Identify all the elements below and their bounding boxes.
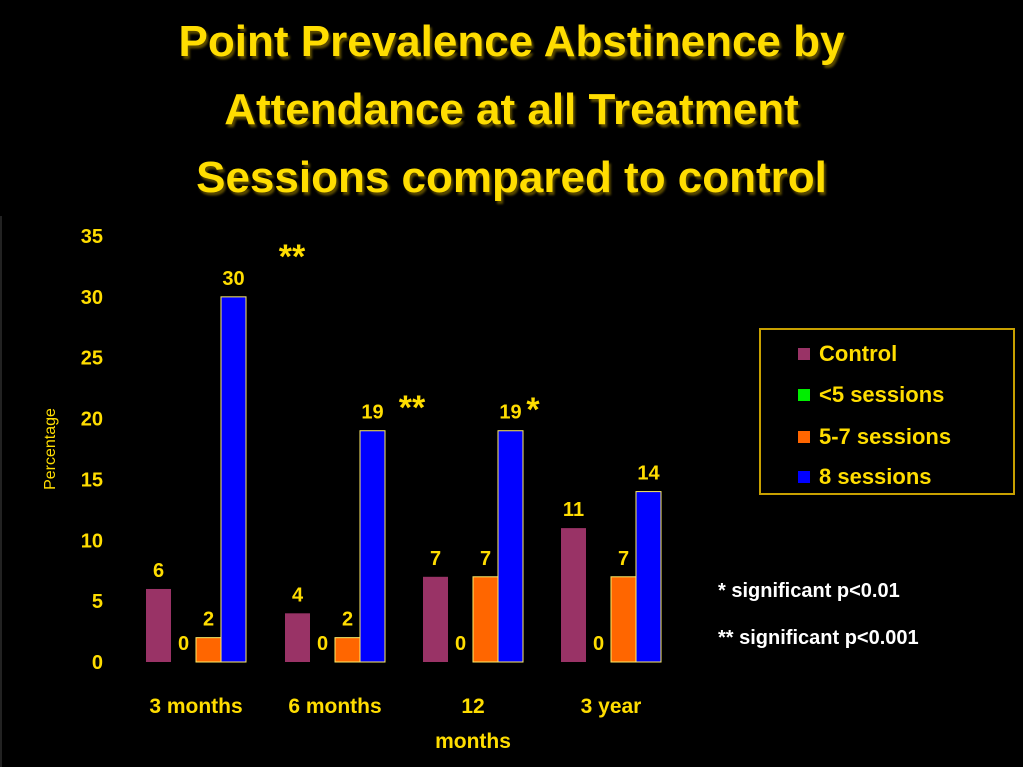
data-label: 0 (178, 633, 189, 655)
y-tick-label: 0 (92, 652, 103, 674)
y-tick-label: 35 (81, 226, 103, 248)
bar (423, 576, 448, 662)
legend-swatch-control (797, 347, 811, 361)
significance-marker: * (526, 391, 540, 429)
bar (497, 430, 524, 663)
x-category-label: 3 year (581, 695, 642, 718)
data-label: 0 (455, 633, 466, 655)
x-category-label: 12 (461, 695, 484, 718)
bar (220, 296, 247, 663)
legend-item: 8 sessions (797, 464, 932, 489)
data-label: 2 (203, 609, 214, 631)
legend-label: <5 sessions (819, 382, 945, 407)
data-label: 19 (499, 402, 521, 424)
data-label: 6 (153, 560, 164, 582)
bar (610, 576, 637, 663)
bar (195, 637, 222, 663)
data-label: 2 (342, 609, 353, 631)
significance-note: * significant p<0.01 (718, 580, 900, 602)
data-label: 0 (593, 633, 604, 655)
legend-label: 5-7 sessions (819, 424, 952, 449)
bar (472, 576, 499, 663)
data-label: 7 (618, 548, 629, 570)
chart-title-line: Attendance at all Treatment (224, 85, 799, 134)
data-label: 4 (292, 584, 304, 606)
bar (561, 528, 586, 662)
data-label: 0 (317, 633, 328, 655)
legend-item: 5-7 sessions (797, 424, 952, 449)
legend-swatch-5to7 (797, 430, 811, 444)
bar (146, 588, 171, 662)
significance-marker: ** (399, 389, 426, 427)
chart-title-line: Sessions compared to control (196, 153, 827, 202)
data-label: 14 (637, 463, 660, 485)
legend-label: Control (819, 341, 898, 366)
legend-label: 8 sessions (819, 464, 932, 489)
data-label: 30 (222, 268, 244, 290)
chart-title-line: Point Prevalence Abstinence by (178, 17, 845, 66)
y-tick-label: 5 (92, 591, 103, 613)
data-label: 7 (480, 548, 491, 570)
chart-title: Point Prevalence Abstinence by Attendanc… (0, 8, 1023, 212)
y-tick-label: 10 (81, 530, 103, 552)
x-category-label: months (435, 730, 511, 753)
data-label: 19 (361, 402, 383, 424)
bar (359, 430, 386, 663)
bar (635, 491, 662, 663)
y-tick-label: 25 (81, 348, 103, 370)
legend-swatch-lt5 (797, 388, 811, 402)
y-tick-label: 20 (81, 409, 103, 431)
legend-swatch-8 (797, 470, 811, 484)
y-tick-label: 15 (81, 469, 103, 491)
data-label: 7 (430, 548, 441, 570)
legend-item: Control (797, 341, 898, 366)
y-axis-label: Percentage (42, 408, 59, 490)
bar (285, 613, 310, 662)
x-category-label: 6 months (288, 695, 381, 718)
legend-item: <5 sessions (797, 382, 945, 407)
significance-note: ** significant p<0.001 (718, 627, 919, 649)
y-tick-label: 30 (81, 287, 103, 309)
bar (334, 637, 361, 663)
data-label: 11 (563, 499, 584, 521)
significance-marker: ** (279, 238, 306, 276)
chart-legend: Control <5 sessions 5-7 sessions 8 sessi… (759, 328, 1015, 495)
x-category-label: 3 months (149, 695, 242, 718)
